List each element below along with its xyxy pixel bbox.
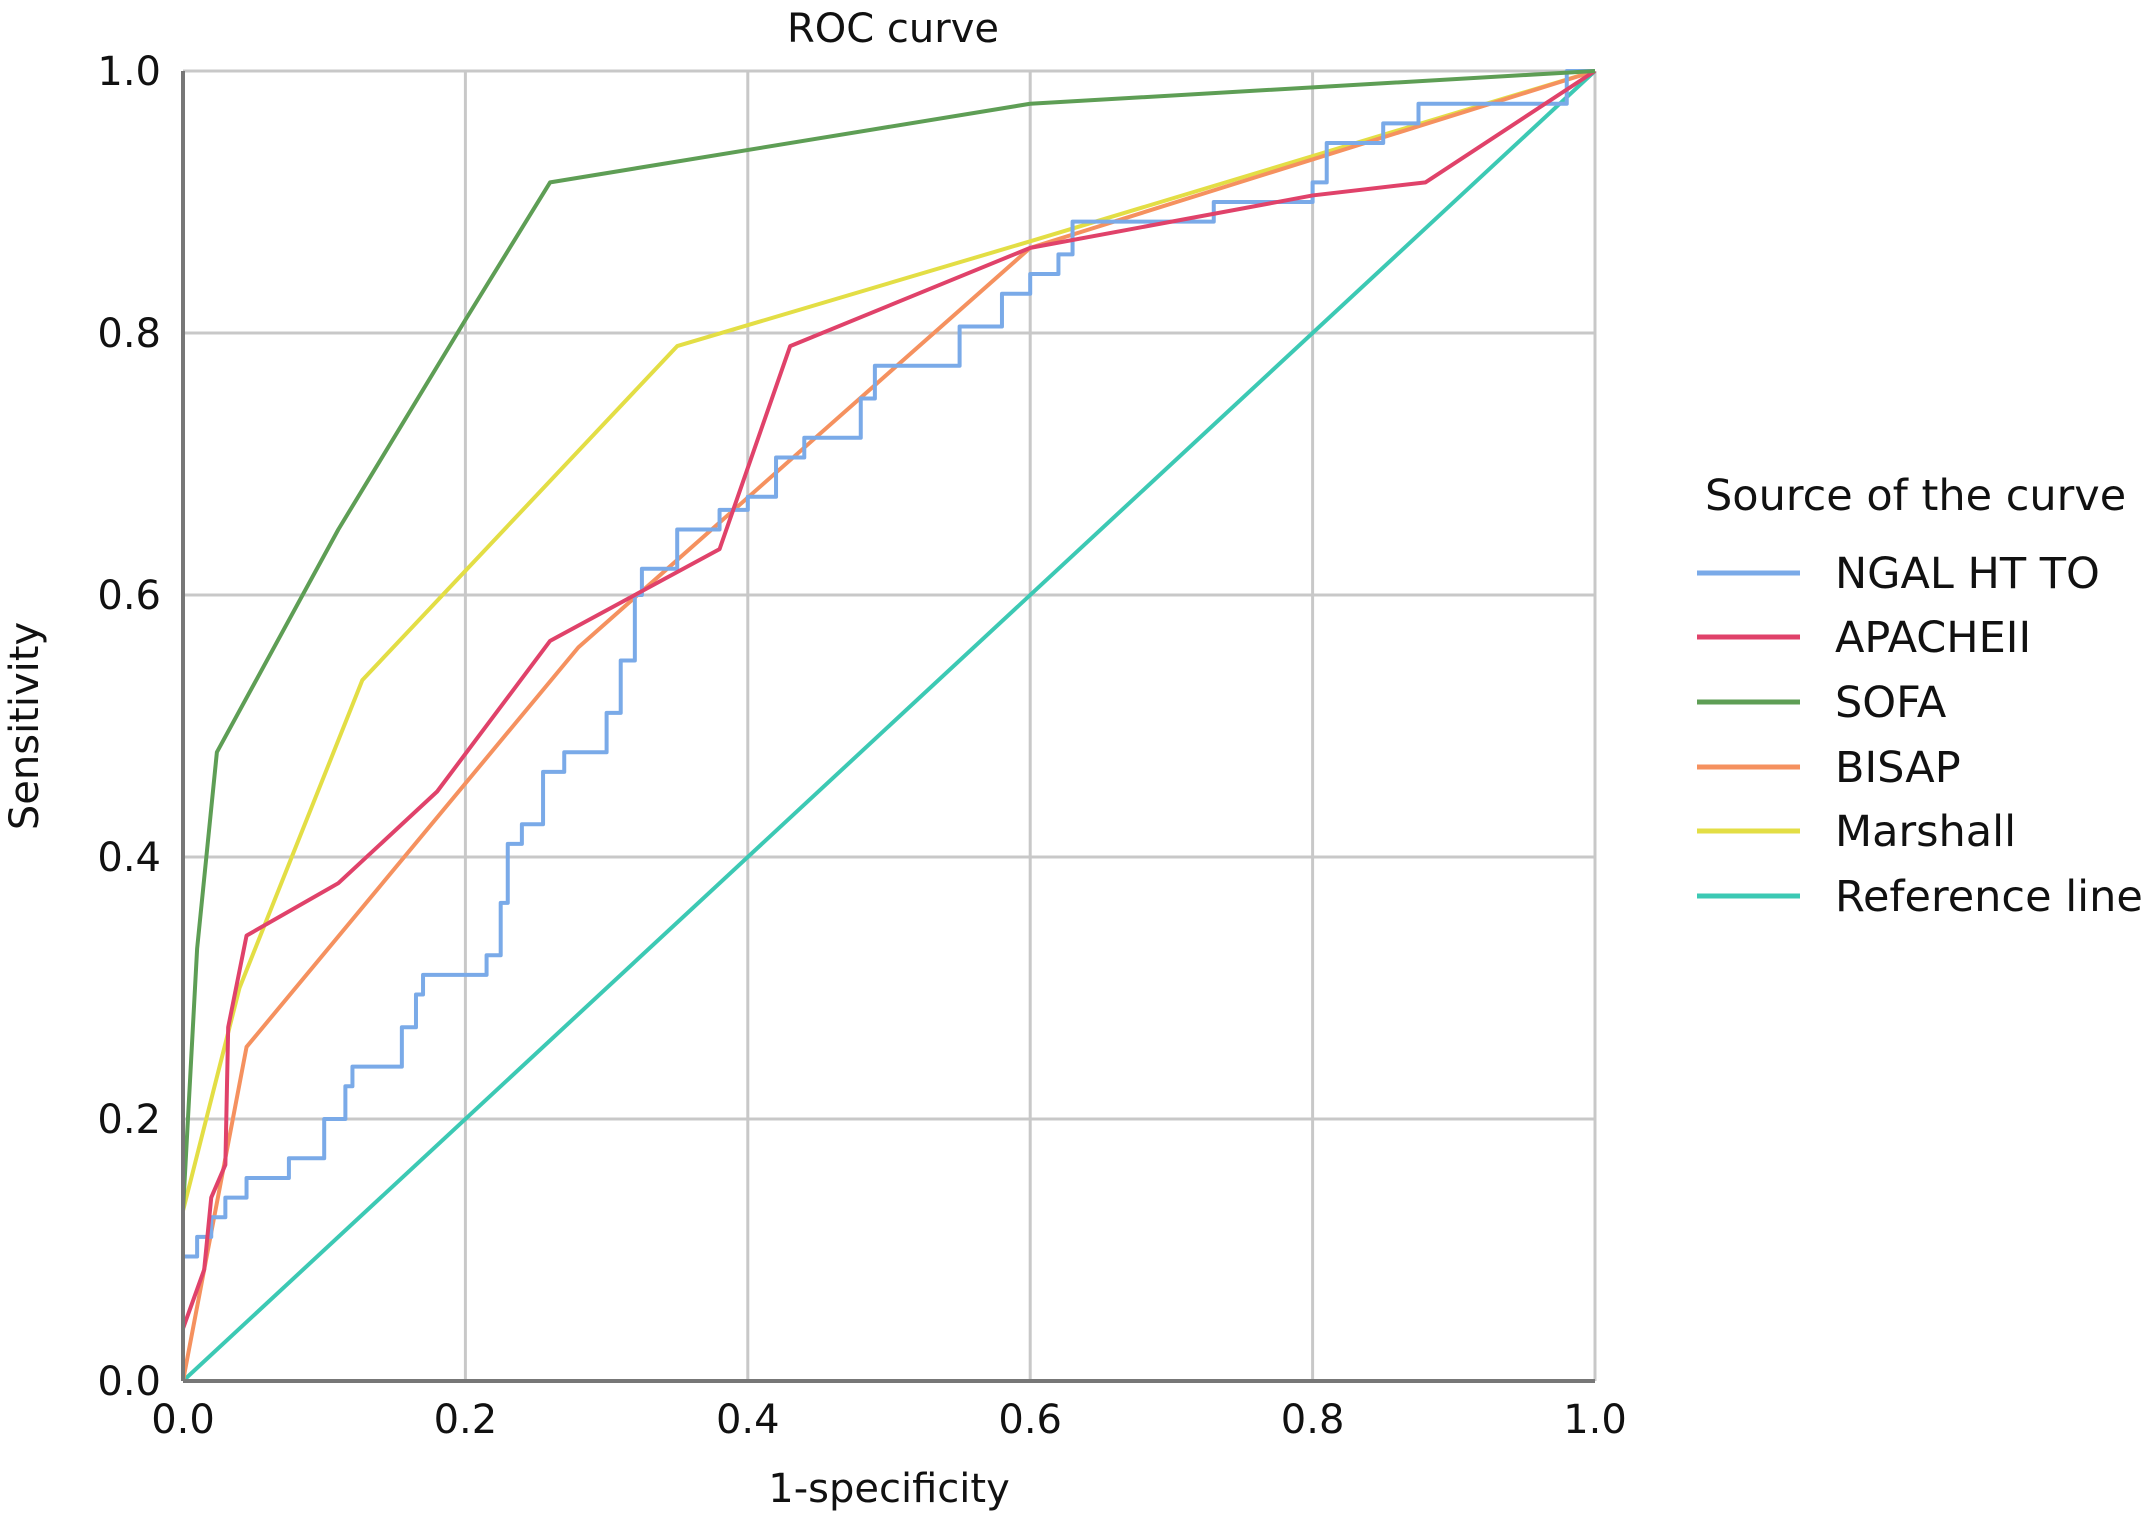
x-tick-label: 0.4 — [716, 1397, 780, 1443]
legend-item: BISAP — [1697, 743, 1961, 793]
legend-item: NGAL HT TO — [1697, 549, 2100, 599]
series-line-reference-line — [181, 69, 1597, 1383]
grid — [181, 69, 1597, 1383]
y-tick-label: 0.4 — [97, 835, 161, 881]
legend-label: BISAP — [1835, 743, 1961, 793]
chart-title: ROC curve — [787, 6, 999, 52]
series-group — [181, 69, 1597, 1383]
legend-item: Reference line — [1697, 872, 2143, 922]
y-tick-label: 0.2 — [97, 1097, 161, 1143]
legend-item: SOFA — [1697, 678, 1947, 728]
legend-title: Source of the curve — [1705, 471, 2126, 521]
series-line-sofa — [181, 69, 1596, 1381]
axes — [181, 71, 1595, 1383]
legend-label: Reference line — [1835, 872, 2143, 922]
y-tick-label: 0.6 — [97, 573, 161, 619]
x-tick-label: 0.6 — [998, 1397, 1062, 1443]
x-axis-label: 1-specificity — [768, 1466, 1009, 1512]
series-line-apacheii — [181, 69, 1597, 1381]
legend-item: Marshall — [1697, 807, 2016, 857]
legend: Source of the curve NGAL HT TO APACHEII SO… — [1697, 471, 2143, 922]
x-tick-label: 0.2 — [434, 1397, 498, 1443]
legend-label: Marshall — [1835, 807, 2016, 857]
legend-label: APACHEII — [1835, 613, 2031, 663]
tick-labels: 0.0 0.2 0.4 0.6 0.8 1.0 0.0 0.2 0.4 0.6 0.8 1.0 — [97, 49, 1626, 1443]
x-tick-label: 0.8 — [1281, 1397, 1345, 1443]
y-tick-label: 0.0 — [97, 1359, 161, 1405]
x-tick-label: 0.0 — [151, 1397, 215, 1443]
legend-item: APACHEII — [1697, 613, 2031, 663]
y-tick-label: 0.8 — [97, 311, 161, 357]
y-axis-label: Sensitivity — [2, 622, 48, 830]
y-tick-label: 1.0 — [97, 49, 161, 95]
x-tick-label: 1.0 — [1563, 1397, 1627, 1443]
legend-label: NGAL HT TO — [1835, 549, 2100, 599]
series-line-ngal-ht-to — [181, 69, 1595, 1381]
legend-label: SOFA — [1835, 678, 1947, 728]
